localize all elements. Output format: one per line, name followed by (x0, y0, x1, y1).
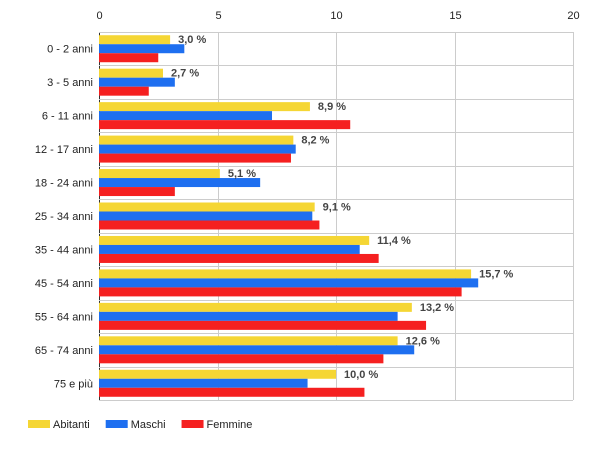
data-label-abitanti-8: 13,2 % (420, 302, 454, 314)
data-label-abitanti-4: 5,1 % (228, 168, 256, 180)
category-label-7: 45 - 54 anni (35, 278, 93, 290)
bar-femmine-0 (99, 53, 159, 63)
category-label-1: 3 - 5 anni (47, 77, 93, 89)
bar-maschi-3 (99, 144, 296, 154)
category-label-9: 65 - 74 anni (35, 345, 93, 357)
data-label-abitanti-0: 3,0 % (178, 34, 206, 46)
bar-abitanti-4 (99, 169, 220, 179)
bar-abitanti-10 (99, 369, 336, 379)
bars (99, 35, 479, 397)
x-tick-label-10: 10 (330, 10, 342, 22)
data-label-abitanti-5: 9,1 % (323, 202, 351, 214)
data-label-abitanti-2: 8,9 % (318, 101, 346, 113)
category-label-0: 0 - 2 anni (47, 44, 93, 56)
x-tick-label-20: 20 (567, 10, 579, 22)
legend-label-maschi: Maschi (131, 419, 166, 431)
grid-lines (99, 32, 574, 401)
bar-maschi-10 (99, 378, 308, 388)
data-label-abitanti-1: 2,7 % (171, 68, 199, 80)
bar-abitanti-6 (99, 235, 370, 245)
bar-femmine-7 (99, 287, 462, 297)
bar-femmine-10 (99, 387, 365, 397)
data-label-abitanti-3: 8,2 % (301, 135, 329, 147)
bar-femmine-5 (99, 220, 320, 230)
data-label-abitanti-9: 12,6 % (406, 335, 440, 347)
bar-maschi-8 (99, 311, 398, 321)
bar-femmine-3 (99, 153, 291, 163)
bar-maschi-2 (99, 111, 273, 121)
data-label-abitanti-10: 10,0 % (344, 369, 378, 381)
category-label-10: 75 e più (54, 378, 93, 390)
x-tick-label-0: 0 (96, 10, 102, 22)
category-label-4: 18 - 24 anni (35, 178, 93, 190)
bar-femmine-6 (99, 253, 379, 263)
bar-abitanti-7 (99, 269, 472, 279)
bar-femmine-1 (99, 86, 149, 96)
category-label-3: 12 - 17 anni (35, 144, 93, 156)
data-labels: 3,0 % 2,7 % 8,9 % 8,2 % 5,1 % 9,1 % 11,4 % 15,7… (171, 34, 514, 381)
category-label-2: 6 - 11 anni (42, 111, 93, 123)
category-label-8: 55 - 64 anni (35, 311, 93, 323)
category-label-6: 35 - 44 anni (35, 244, 93, 256)
bar-maschi-9 (99, 345, 415, 355)
bar-abitanti-1 (99, 68, 163, 78)
bar-maschi-5 (99, 211, 313, 221)
legend-swatch-abitanti (28, 420, 50, 428)
x-tick-label-5: 5 (215, 10, 221, 22)
category-label-5: 25 - 34 anni (35, 211, 93, 223)
legend-label-femmine: Femmine (207, 419, 253, 431)
data-label-abitanti-7: 15,7 % (479, 268, 513, 280)
bar-femmine-9 (99, 354, 384, 364)
legend-swatch-maschi (105, 420, 128, 428)
bar-maschi-1 (99, 77, 175, 87)
bar-maschi-6 (99, 244, 360, 254)
bar-abitanti-5 (99, 202, 315, 212)
bar-femmine-2 (99, 120, 351, 130)
bar-maschi-7 (99, 278, 479, 288)
bar-maschi-4 (99, 178, 261, 188)
bar-abitanti-2 (99, 102, 310, 112)
bar-femmine-4 (99, 187, 175, 197)
bar-abitanti-3 (99, 135, 294, 145)
data-label-abitanti-6: 11,4 % (377, 235, 411, 247)
legend-label-abitanti: Abitanti (53, 419, 90, 431)
bar-abitanti-9 (99, 336, 398, 346)
bar-abitanti-0 (99, 35, 171, 45)
legend-swatch-femmine (181, 420, 204, 428)
bar-maschi-0 (99, 44, 185, 54)
legend: Abitanti Maschi Femmine (28, 419, 252, 431)
category-labels: 0 - 2 anni 3 - 5 anni 6 - 11 anni 12 - 17 a… (35, 44, 93, 391)
x-axis-ticks: 0 5 10 15 20 (96, 10, 579, 22)
bar-femmine-8 (99, 320, 427, 330)
x-tick-label-15: 15 (449, 10, 461, 22)
bar-abitanti-8 (99, 302, 412, 312)
